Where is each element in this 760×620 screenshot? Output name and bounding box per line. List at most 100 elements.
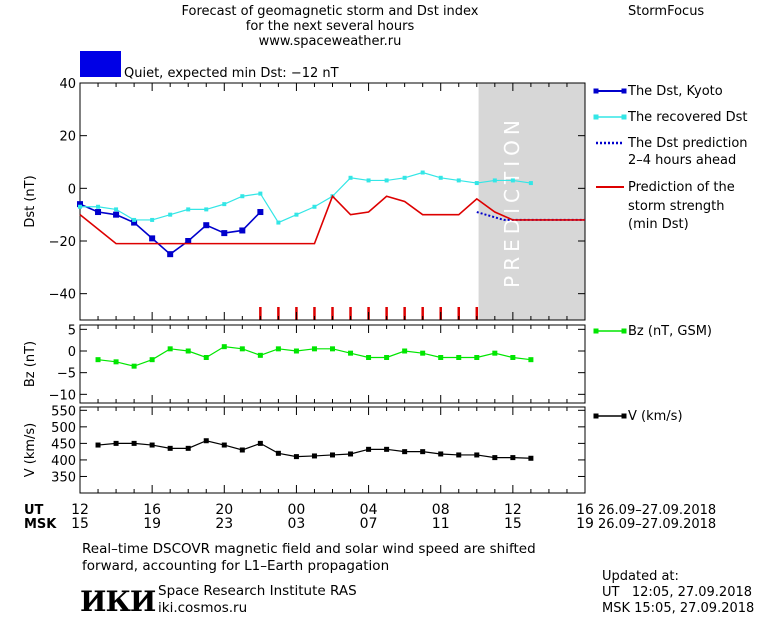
data-point <box>456 178 461 183</box>
data-point <box>492 178 497 183</box>
legend-label: V (km/s) <box>628 409 683 424</box>
bz-frame <box>79 324 586 404</box>
data-point <box>221 344 227 350</box>
ut-row-label: UT <box>24 503 44 518</box>
data-point <box>510 455 516 461</box>
data-point <box>474 452 480 458</box>
data-point <box>366 355 372 360</box>
updated-msk: MSK 15:05, 27.09.2018 <box>602 601 755 616</box>
y-tick-label: 20 <box>59 130 76 145</box>
data-point <box>77 201 83 208</box>
data-point <box>528 181 533 186</box>
legend-label: (min Dst) <box>628 217 689 232</box>
dst-panel: PREDICTION 40 20 0 −20 −40 Dst (nT) The Dst, Ky… <box>23 77 748 321</box>
dst-y-axis-label: Dst (nT) <box>23 175 38 227</box>
data-point <box>312 204 317 209</box>
title-line-2: for the next several hours <box>245 19 415 34</box>
data-point <box>239 346 245 352</box>
y-tick-label: 40 <box>59 77 76 92</box>
institute-name: Space Research Institute RAS <box>158 583 357 599</box>
prediction-label: PREDICTION <box>500 115 524 288</box>
y-tick-label: 450 <box>51 437 76 452</box>
legend-marker <box>593 114 599 120</box>
ut-tick-label: 12 <box>71 502 89 518</box>
updated-label: Updated at: <box>602 569 679 584</box>
institute-website[interactable]: iki.cosmos.ru <box>158 600 248 616</box>
data-point <box>330 452 335 458</box>
prediction-band <box>478 83 585 320</box>
note-line-2: forward, accounting for L1–Earth propaga… <box>82 558 390 574</box>
data-point <box>492 455 498 461</box>
data-point <box>528 455 534 461</box>
data-point <box>456 355 462 360</box>
data-point <box>95 357 101 363</box>
data-point <box>131 363 137 369</box>
legend-marker <box>593 328 599 334</box>
series-line <box>79 203 261 256</box>
dscovr-note: Real–time DSCOVR magnetic field and sola… <box>82 541 536 575</box>
ut-tick-label: 04 <box>360 502 378 518</box>
data-point <box>185 238 192 244</box>
legend-label: The recovered Dst <box>627 110 747 125</box>
data-point <box>257 440 263 446</box>
data-point <box>384 355 390 360</box>
data-point <box>402 175 407 180</box>
legend-marker <box>621 328 627 334</box>
data-point <box>384 178 389 183</box>
msk-tick-label: 19 <box>576 516 594 532</box>
data-point <box>330 346 335 352</box>
legend-marker <box>621 413 627 419</box>
data-point <box>185 445 191 451</box>
y-tick-label: −10 <box>49 388 76 403</box>
data-point <box>456 452 462 458</box>
data-point <box>420 449 426 455</box>
data-point <box>348 350 354 356</box>
data-point <box>293 348 299 354</box>
ut-date-range: 26.09–27.09.2018 <box>598 503 717 518</box>
data-point <box>311 346 317 352</box>
data-point <box>366 178 371 183</box>
data-point <box>438 355 444 360</box>
data-point <box>203 222 210 229</box>
updated-ut: UT 12:05, 27.09.2018 <box>602 585 753 600</box>
data-point <box>239 447 245 453</box>
y-tick-label: 500 <box>51 421 76 436</box>
legend-marker <box>621 88 627 94</box>
chart-title: Forecast of geomagnetic storm and Dst in… <box>110 4 550 49</box>
data-point <box>276 220 281 225</box>
legend-label: 2–4 hours ahead <box>628 153 736 168</box>
ut-tick-label: 20 <box>215 502 233 518</box>
data-point <box>167 445 173 451</box>
y-tick-label: −5 <box>57 367 76 382</box>
data-point <box>204 207 209 212</box>
data-point <box>311 453 317 459</box>
y-tick-label: 0 <box>68 345 76 360</box>
data-point <box>510 355 516 360</box>
ut-tick-label: 08 <box>432 502 450 518</box>
data-point <box>275 450 281 456</box>
data-point <box>114 207 119 212</box>
title-line-1: Forecast of geomagnetic storm and Dst in… <box>181 4 479 19</box>
data-point <box>113 440 119 446</box>
data-point <box>222 202 227 207</box>
y-tick-label: 550 <box>51 404 76 419</box>
data-point <box>275 346 281 352</box>
data-point <box>168 212 173 217</box>
data-point <box>528 357 534 363</box>
msk-tick-label: 03 <box>288 516 306 532</box>
data-point <box>402 348 408 354</box>
msk-tick-label: 11 <box>432 516 450 532</box>
data-point <box>113 211 120 218</box>
data-point <box>131 219 138 226</box>
data-point <box>167 346 173 352</box>
data-point <box>113 359 119 365</box>
data-point <box>149 442 155 448</box>
y-tick-label: 0 <box>68 182 76 197</box>
data-point <box>149 357 155 363</box>
y-tick-label: −20 <box>49 235 76 250</box>
series-line <box>80 171 531 224</box>
data-point <box>132 217 137 222</box>
data-point <box>240 194 245 199</box>
